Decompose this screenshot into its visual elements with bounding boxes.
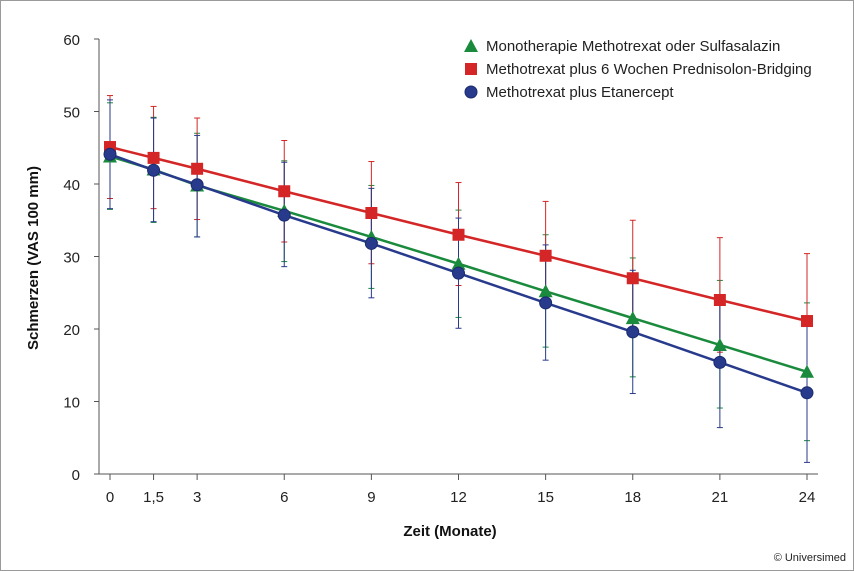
data-point <box>147 151 160 164</box>
y-tick-label: 30 <box>63 250 80 267</box>
data-point <box>538 284 553 298</box>
x-tick-label: 21 <box>712 489 729 506</box>
y-tick-label: 20 <box>63 322 80 339</box>
data-point <box>800 386 814 400</box>
data-point <box>712 337 727 351</box>
legend-label: Monotherapie Methotrexat oder Sulfasalaz… <box>486 38 780 55</box>
y-tick-label: 0 <box>72 467 80 484</box>
data-point <box>364 236 378 250</box>
data-point <box>800 364 814 378</box>
data-point <box>191 162 204 175</box>
y-axis-title: Schmerzen (VAS 100 mm) <box>25 166 42 350</box>
data-point <box>451 256 466 270</box>
y-tick-label: 60 <box>63 32 80 49</box>
x-tick-label: 24 <box>799 489 816 506</box>
data-point <box>801 315 813 328</box>
legend-marker <box>464 85 478 99</box>
y-tick-label: 50 <box>63 105 80 122</box>
x-tick-label: 18 <box>624 489 641 506</box>
y-tick-label: 10 <box>63 395 80 412</box>
legend-label: Methotrexat plus Etanercept <box>486 84 674 101</box>
x-tick-label: 3 <box>193 489 201 506</box>
series-line <box>109 145 808 323</box>
data-point <box>365 207 378 219</box>
copyright-notice: © Universimed <box>774 552 846 564</box>
legend: Monotherapie Methotrexat oder Sulfasalaz… <box>464 38 812 101</box>
x-tick-label: 9 <box>367 489 375 506</box>
data-point <box>539 296 553 310</box>
x-tick-label: 0 <box>106 489 114 506</box>
x-tick-label: 15 <box>537 489 554 506</box>
data-point <box>539 249 552 262</box>
data-point <box>190 178 204 192</box>
data-point <box>713 355 727 369</box>
data-point <box>452 266 465 280</box>
data-point <box>147 163 161 177</box>
legend-marker <box>465 63 477 75</box>
series-line <box>109 153 808 394</box>
x-tick-label: 1,5 <box>143 489 164 506</box>
data-markers <box>103 141 814 400</box>
data-point <box>277 208 291 222</box>
data-point <box>626 272 639 285</box>
data-point <box>452 228 465 241</box>
legend-label: Methotrexat plus 6 Wochen Prednisolon-Br… <box>486 61 812 78</box>
data-point <box>103 147 117 161</box>
x-axis-title: Zeit (Monate) <box>403 523 496 540</box>
data-point <box>625 311 640 325</box>
series-lines <box>109 145 808 394</box>
y-tick-label: 40 <box>63 177 80 194</box>
data-point <box>713 294 726 306</box>
axes: 0 10 20 30 40 50 60 0 1,5 3 6 9 12 15 18 21 24 <box>63 32 818 506</box>
data-point <box>278 185 291 198</box>
data-point <box>626 325 640 339</box>
legend-marker <box>464 39 478 52</box>
x-tick-label: 6 <box>280 489 288 506</box>
x-tick-label: 12 <box>450 489 467 506</box>
